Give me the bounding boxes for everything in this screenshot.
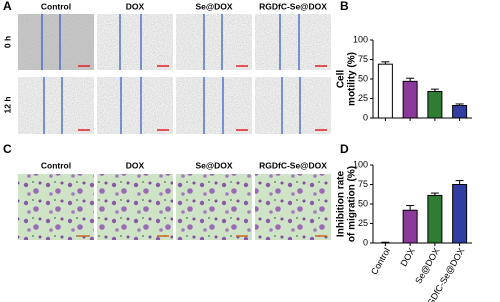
- y-axis-label: Cell: [336, 70, 347, 89]
- x-tick-label: Control: [369, 246, 392, 276]
- y-axis-label: motility (%): [347, 52, 358, 106]
- row-label: 12 h: [2, 96, 12, 113]
- column-header: RGDfC-Se@DOX: [259, 1, 327, 11]
- x-tick-label: DOX: [398, 246, 416, 268]
- y-tick-label: 50: [358, 198, 368, 208]
- transwell-images: [18, 174, 331, 240]
- panel-label: C: [3, 142, 12, 156]
- image: [18, 77, 94, 134]
- image: [255, 14, 331, 70]
- bar: [427, 194, 443, 244]
- bar: [452, 184, 468, 244]
- panel-label: A: [3, 0, 12, 13]
- image: [176, 14, 252, 70]
- bar: [452, 105, 468, 119]
- y-tick-label: 0: [363, 112, 368, 122]
- scale-bars: [78, 65, 327, 131]
- y-tick-label: 50: [358, 73, 368, 83]
- column-header: Se@DOX: [195, 1, 232, 11]
- y-axis-label: of migration (%): [347, 166, 358, 242]
- image: [97, 14, 173, 70]
- image: [18, 174, 94, 240]
- column-header: RGDfC-Se@DOX: [259, 160, 327, 170]
- image: [18, 14, 94, 70]
- bar: [427, 90, 443, 119]
- image: [97, 77, 173, 134]
- image: [97, 174, 173, 240]
- column-header: DOX: [126, 160, 145, 170]
- micrographs: [18, 14, 331, 240]
- column-header: DOX: [126, 1, 145, 11]
- y-tick-label: 75: [358, 179, 368, 189]
- y-tick-label: 25: [358, 218, 368, 228]
- y-tick-label: 100: [353, 159, 368, 169]
- wound-images: [18, 14, 331, 134]
- image: [255, 174, 331, 240]
- panel-label: B: [340, 0, 349, 13]
- y-tick-label: 0: [363, 237, 368, 247]
- y-tick-label: 100: [353, 34, 368, 44]
- row-label: 0 h: [2, 36, 12, 48]
- column-header: Se@DOX: [195, 160, 232, 170]
- bar: [402, 80, 418, 119]
- image: [176, 77, 252, 134]
- bar: [402, 209, 418, 244]
- bar: [377, 63, 393, 119]
- y-tick-label: 75: [358, 54, 368, 64]
- column-header: Control: [41, 1, 71, 11]
- column-header: Control: [41, 160, 71, 170]
- panel-label: D: [340, 142, 349, 156]
- image: [255, 77, 331, 134]
- y-tick-label: 25: [358, 93, 368, 103]
- wound-edges: [41, 14, 301, 134]
- image: [176, 174, 252, 240]
- y-axis-label: Inhibition rate: [336, 171, 347, 238]
